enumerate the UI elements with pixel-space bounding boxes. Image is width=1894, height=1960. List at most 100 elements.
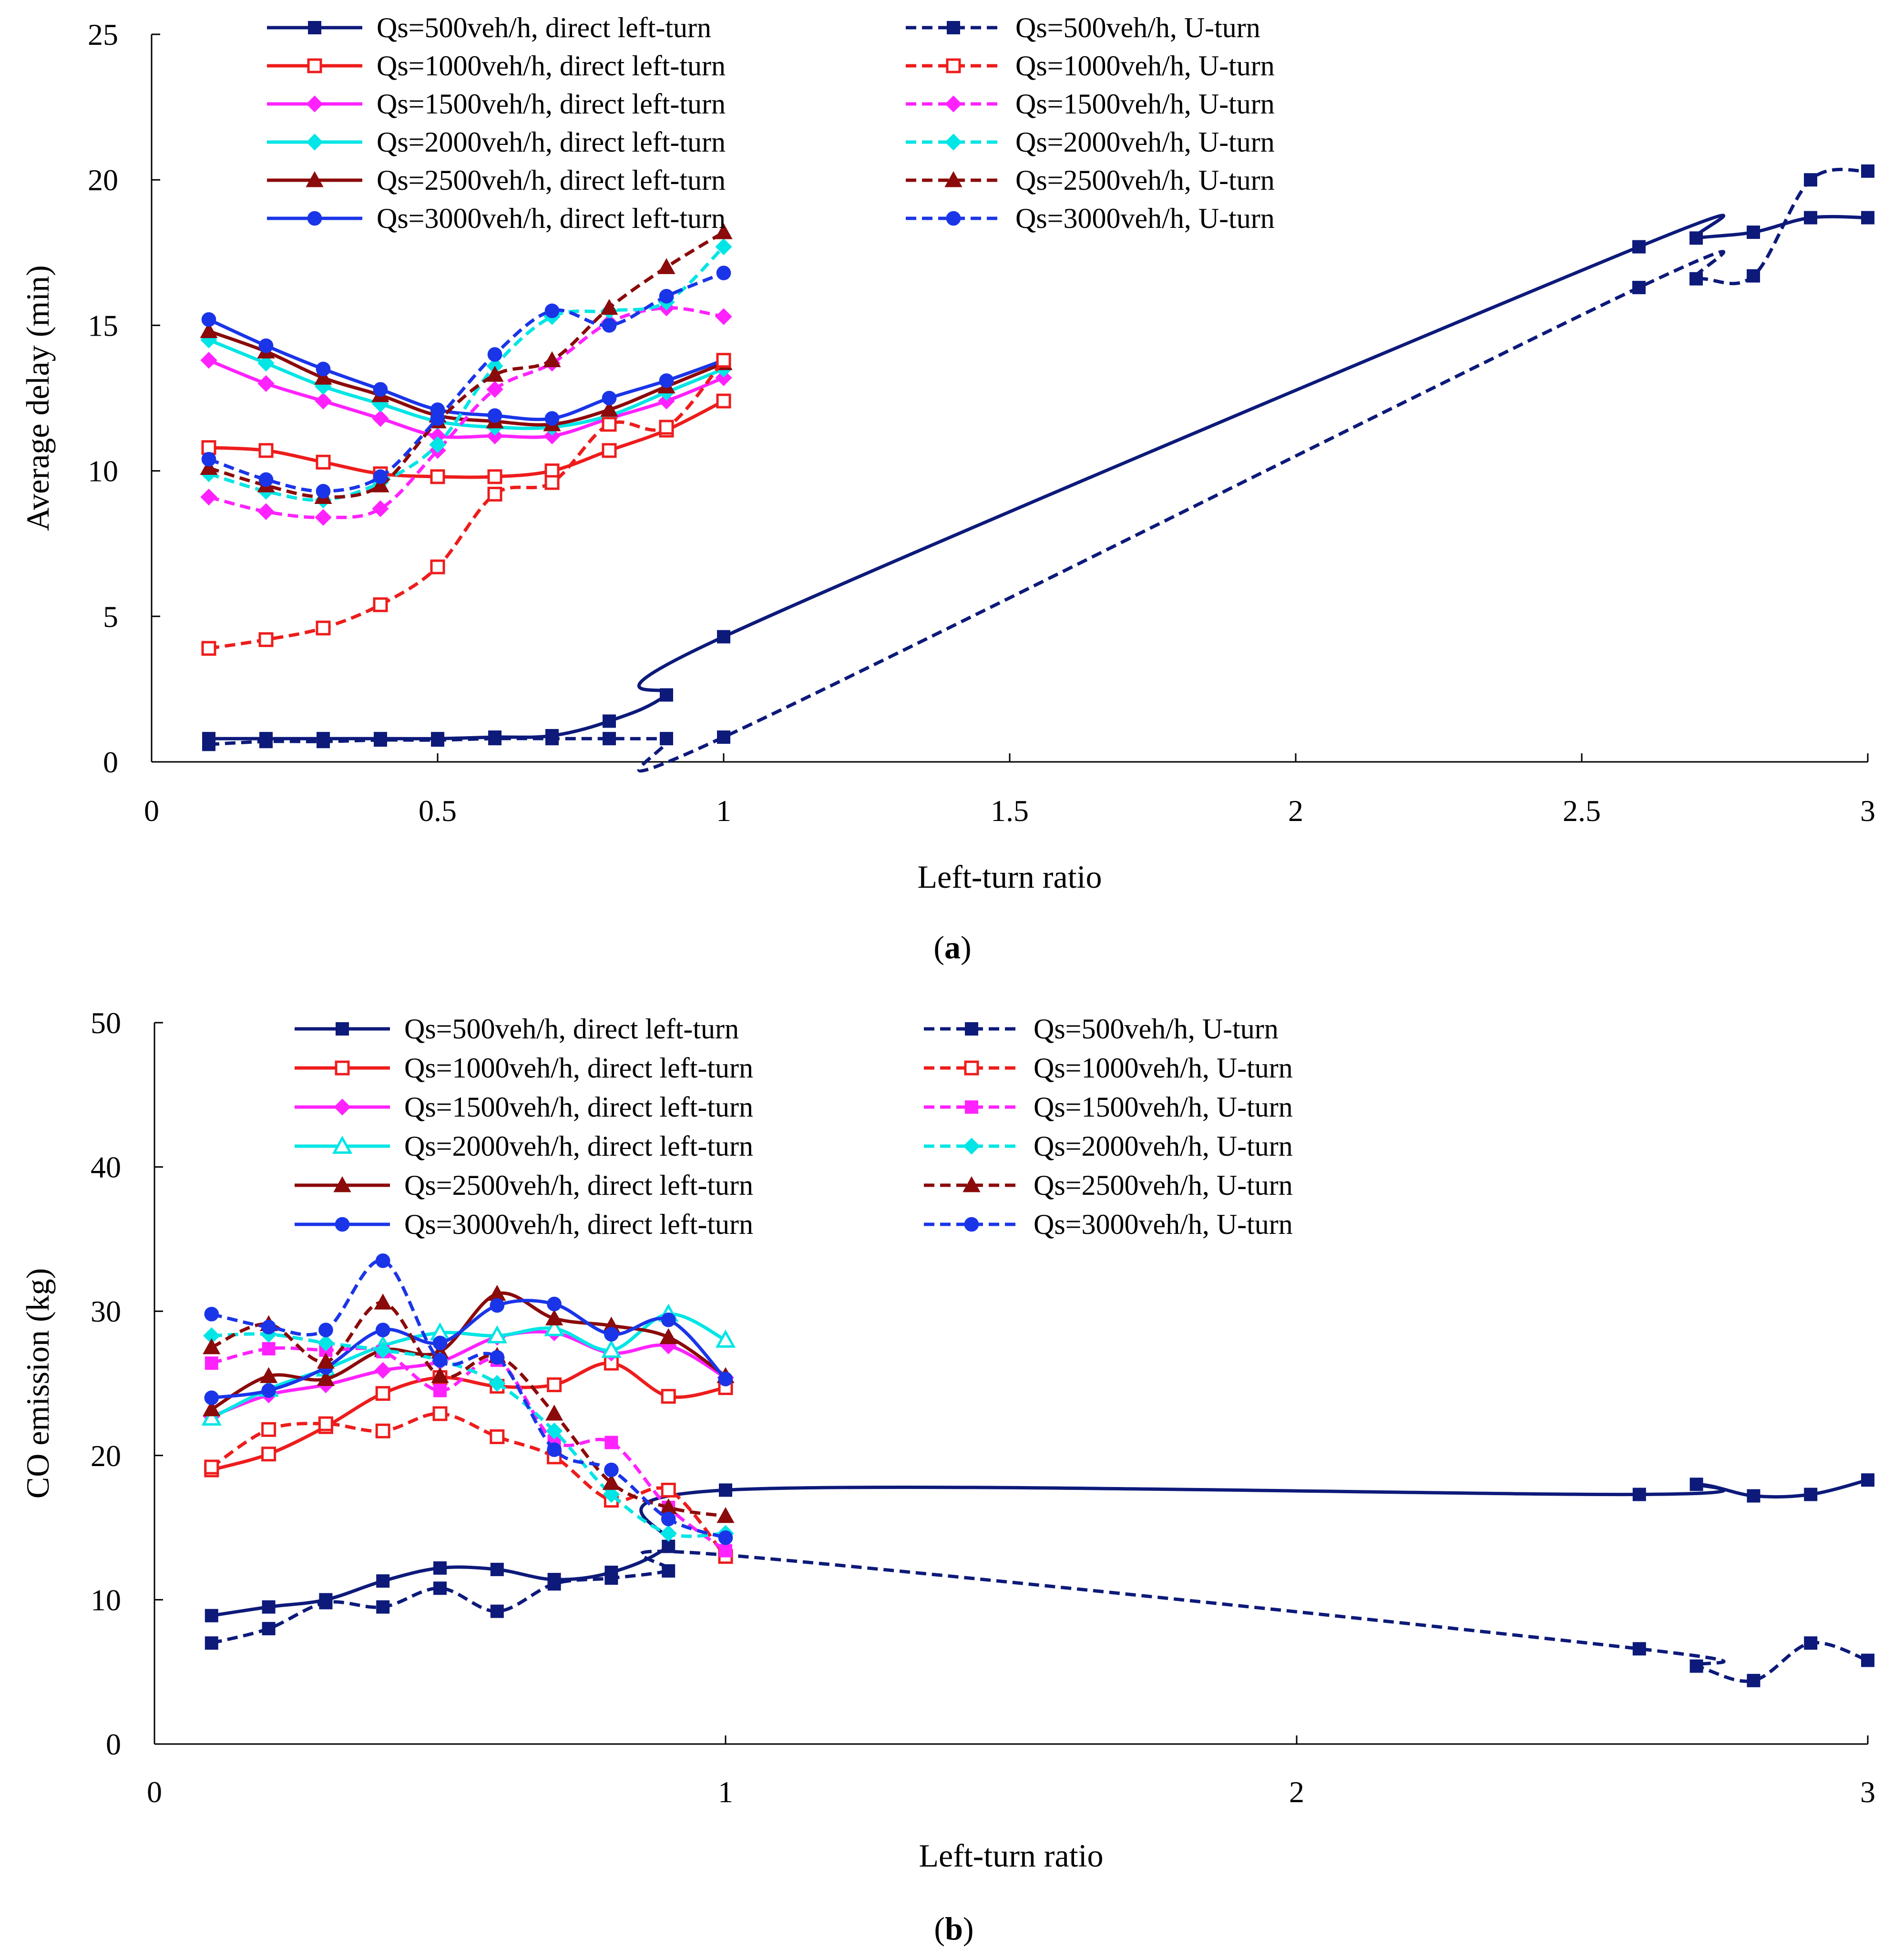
marker xyxy=(433,1581,447,1595)
marker xyxy=(201,641,216,656)
marker xyxy=(488,732,502,746)
legend-label: Qs=1000veh/h, direct left-turn xyxy=(404,1052,753,1084)
series-line xyxy=(208,167,1868,773)
legend-item: Qs=2500veh/h, direct left-turn xyxy=(267,164,726,196)
marker xyxy=(487,408,502,423)
marker xyxy=(1689,231,1703,245)
marker xyxy=(262,1621,276,1635)
x-tick-label: 2 xyxy=(1288,794,1303,828)
legend-item: Qs=500veh/h, direct left-turn xyxy=(267,12,711,43)
marker xyxy=(315,392,332,410)
marker xyxy=(316,620,331,636)
legend-item: Qs=1500veh/h, U-turn xyxy=(906,88,1275,120)
y-tick-label: 10 xyxy=(91,1583,121,1617)
marker xyxy=(332,1135,353,1154)
legend-item: Qs=3000veh/h, direct left-turn xyxy=(267,203,726,234)
marker xyxy=(319,1596,333,1610)
marker xyxy=(545,1422,563,1440)
marker xyxy=(1804,173,1817,187)
series-line xyxy=(210,1412,727,1558)
marker xyxy=(486,366,504,382)
y-tick-label: 5 xyxy=(103,600,118,634)
marker xyxy=(716,393,731,409)
marker xyxy=(715,238,732,256)
legend-label: Qs=1000veh/h, direct left-turn xyxy=(377,50,726,82)
marker xyxy=(490,1350,505,1365)
legend-label: Qs=1500veh/h, direct left-turn xyxy=(404,1091,753,1123)
marker xyxy=(718,1530,733,1545)
marker xyxy=(1747,1673,1761,1687)
legend-item: Qs=1000veh/h, U-turn xyxy=(906,50,1275,82)
marker xyxy=(1861,164,1874,178)
series-uturn-10 xyxy=(203,1293,735,1523)
y-tick-label: 50 xyxy=(91,1006,121,1040)
marker xyxy=(602,390,617,406)
y-tick-label: 0 xyxy=(106,1727,121,1761)
y-tick-label: 20 xyxy=(88,163,118,197)
legend-item: Qs=2000veh/h, U-turn xyxy=(924,1130,1293,1162)
marker xyxy=(204,1390,219,1406)
legend-item: Qs=500veh/h, U-turn xyxy=(924,1013,1279,1045)
marker xyxy=(205,1609,218,1622)
marker xyxy=(965,1022,978,1036)
y-axis-title: Average delay (min) xyxy=(20,265,56,531)
marker xyxy=(306,95,323,113)
series-line xyxy=(208,338,725,430)
x-axis-title: Left-turn ratio xyxy=(919,1837,1103,1874)
series-line xyxy=(211,1330,727,1418)
panel-label-close: ) xyxy=(963,1910,974,1947)
marker xyxy=(719,1544,732,1558)
marker xyxy=(602,318,617,333)
marker xyxy=(307,58,322,73)
marker xyxy=(201,312,216,327)
legend-item: Qs=2000veh/h, U-turn xyxy=(906,126,1275,158)
marker xyxy=(659,373,674,388)
marker xyxy=(662,1564,676,1578)
marker xyxy=(715,223,733,239)
marker xyxy=(1804,1636,1818,1650)
x-tick-label: 3 xyxy=(1860,794,1875,828)
legend-label: Qs=1500veh/h, U-turn xyxy=(1015,88,1275,120)
marker xyxy=(601,1339,622,1358)
series-line xyxy=(208,359,725,650)
marker xyxy=(543,351,561,368)
marker xyxy=(718,1372,733,1386)
panel-label: (a) xyxy=(933,929,971,965)
marker xyxy=(1804,1488,1818,1501)
marker xyxy=(661,1389,676,1404)
marker xyxy=(659,289,674,304)
marker xyxy=(545,732,559,746)
legend-item: Qs=1000veh/h, direct left-turn xyxy=(295,1052,753,1084)
panel-label-letter: a xyxy=(944,929,961,965)
marker xyxy=(657,258,676,274)
y-tick-label: 0 xyxy=(103,745,118,779)
marker xyxy=(375,1323,390,1337)
marker xyxy=(317,1353,335,1369)
marker xyxy=(715,1329,736,1348)
marker xyxy=(373,382,388,397)
marker xyxy=(200,459,218,475)
marker xyxy=(374,1293,392,1310)
marker xyxy=(490,1298,505,1313)
marker xyxy=(1747,1489,1761,1503)
marker xyxy=(603,714,616,728)
legend-item: Qs=1500veh/h, direct left-turn xyxy=(295,1091,753,1123)
legend-label: Qs=1000veh/h, U-turn xyxy=(1034,1052,1293,1084)
x-tick-label: 1.5 xyxy=(991,794,1029,828)
marker xyxy=(602,1474,620,1490)
marker xyxy=(200,488,217,506)
marker xyxy=(660,732,673,746)
legend-label: Qs=3000veh/h, direct left-turn xyxy=(377,203,726,234)
marker xyxy=(944,171,962,187)
marker xyxy=(375,1386,390,1401)
legend: Qs=500veh/h, direct left-turn Qs=1000veh/… xyxy=(295,1013,1293,1240)
series-uturn-11 xyxy=(204,1253,733,1545)
marker xyxy=(200,322,218,339)
marker xyxy=(603,1486,620,1503)
legend-label: Qs=2500veh/h, direct left-turn xyxy=(404,1170,753,1201)
legend-label: Qs=500veh/h, U-turn xyxy=(1015,12,1260,43)
marker xyxy=(487,486,502,502)
marker xyxy=(260,1367,278,1383)
marker xyxy=(318,1416,333,1431)
marker xyxy=(600,400,618,417)
